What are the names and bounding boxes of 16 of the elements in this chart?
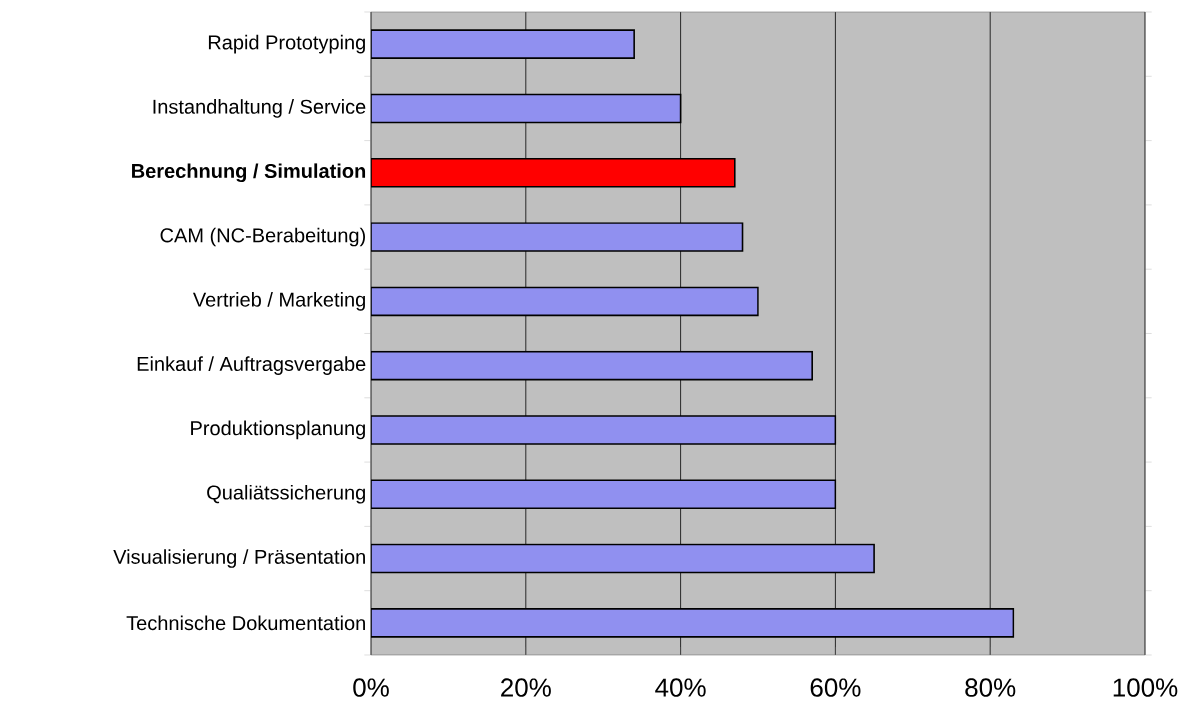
y-tick-label: Rapid Prototyping bbox=[208, 34, 365, 54]
y-tick-label: Technische Dokumentation bbox=[126, 615, 365, 631]
y-tick-label: Einkauf / Auftragsvergabe bbox=[137, 356, 366, 375]
y-tick-label: Berechnung / Simulation bbox=[132, 163, 366, 183]
y-tick-label: Instandhaltung / Service bbox=[153, 99, 366, 118]
x-tick-label: 0% bbox=[353, 678, 389, 697]
y-tick-label: Visualisierung / Präsentation bbox=[113, 549, 365, 568]
y-tick-label: Vertrieb / Marketing bbox=[192, 292, 365, 311]
x-tick-label: 80% bbox=[965, 678, 1016, 697]
x-tick-label: 20% bbox=[501, 678, 551, 697]
x-tick-label: 60% bbox=[810, 678, 861, 697]
x-tick-label: 40% bbox=[655, 678, 706, 697]
y-tick-label: Qualiätssicherung bbox=[207, 484, 365, 504]
y-tick-label: Produktionsplanung bbox=[191, 420, 365, 440]
x-tick-label: 100% bbox=[1113, 678, 1178, 697]
y-tick-label: CAM (NC-Berabeitung) bbox=[160, 227, 365, 247]
